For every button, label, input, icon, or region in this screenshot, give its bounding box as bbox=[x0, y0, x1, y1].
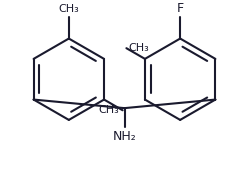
Text: NH₂: NH₂ bbox=[113, 130, 136, 142]
Text: CH₃: CH₃ bbox=[99, 105, 119, 115]
Text: CH₃: CH₃ bbox=[59, 4, 79, 14]
Text: CH₃: CH₃ bbox=[128, 43, 149, 53]
Text: F: F bbox=[177, 2, 184, 15]
